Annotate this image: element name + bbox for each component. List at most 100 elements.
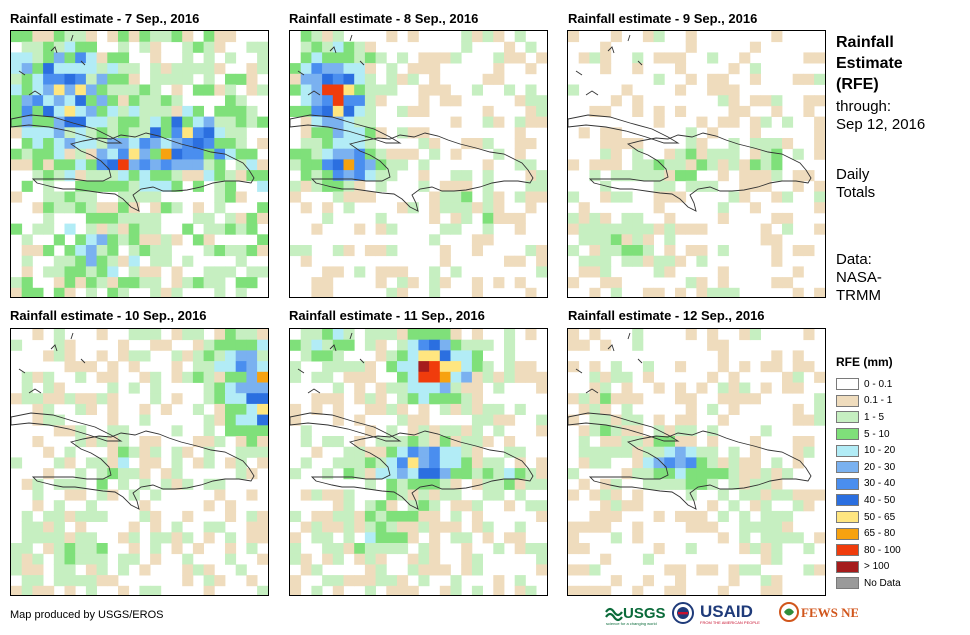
rainfall-cell [203,234,215,246]
rainfall-cell [354,457,366,469]
rainfall-cell [107,425,119,437]
rainfall-cell [214,277,226,289]
rainfall-cell [235,212,247,224]
rainfall-cell [386,543,398,555]
rainfall-cell [343,575,355,587]
rainfall-cell [322,361,334,373]
rainfall-cell [53,329,65,341]
rainfall-cell [386,425,398,437]
rainfall-cell [85,287,97,297]
rainfall-cell [685,521,697,533]
rainfall-cell [64,138,76,150]
rainfall-cell [75,521,87,533]
rainfall-cell [386,521,398,533]
rainfall-cell [225,84,237,96]
rainfall-cell [96,84,108,96]
rainfall-cell [53,277,65,289]
rainfall-cell [128,361,140,373]
rainfall-cell [610,245,622,257]
rainfall-cell [300,95,312,107]
rainfall-cell [439,393,451,405]
rainfall-cell [728,95,740,107]
rainfall-cell [32,84,44,96]
rainfall-cell [139,350,151,362]
rainfall-cell [203,425,215,437]
rainfall-cell [407,31,419,43]
rainfall-cell [75,84,87,96]
rainfall-cell [235,425,247,437]
rainfall-cell [53,414,65,426]
rainfall-cell [118,63,130,75]
rainfall-cell [450,425,462,437]
rainfall-cell [610,159,622,171]
rainfall-cell [96,245,108,257]
rainfall-cell [578,436,590,448]
rainfall-cell [482,223,494,235]
rainfall-cell [792,245,804,257]
rainfall-cell [739,329,751,341]
rainfall-cell [354,95,366,107]
rainfall-cell [397,277,409,289]
cuba-coastline [568,412,680,442]
rainfall-cell [375,52,387,64]
rainfall-cell [43,510,55,522]
rainfall-cell [642,245,654,257]
legend-swatch [836,461,859,474]
rainfall-cell [610,170,622,182]
rainfall-cell [407,361,419,373]
rainfall-cell [707,468,719,480]
rainfall-cell [814,202,825,214]
rainfall-cell [675,436,687,448]
rainfall-cell [482,105,494,117]
rainfall-cell [504,532,516,544]
rainfall-cell [450,170,462,182]
rainfall-cell [21,41,33,53]
rainfall-cell [375,245,387,257]
rainfall-cell [364,105,376,117]
rainfall-cell [257,414,268,426]
rainfall-cell [760,575,772,587]
rainfall-cell [96,510,108,522]
rainfall-cell [214,191,226,203]
rainfall-cell [214,31,226,43]
rainfall-cell [717,532,729,544]
rainfall-cell [589,414,601,426]
rainfall-cell [814,95,825,107]
rainfall-cell [504,371,516,383]
rainfall-cell [96,575,108,587]
rainfall-cell [85,116,97,128]
rainfall-map-sep11 [290,329,547,595]
rainfall-cell [707,84,719,96]
rainfall-cell [214,478,226,490]
rainfall-cell [450,371,462,383]
rainfall-cell [461,564,473,576]
rainfall-cell [139,105,151,117]
rainfall-cell [568,393,580,405]
rainfall-cell [696,468,708,480]
rainfall-cell [429,468,441,480]
rainfall-cell [450,148,462,160]
rainfall-cell [771,234,783,246]
rainfall-cell [332,116,344,128]
rainfall-cell [760,116,772,128]
legend-item: 0.1 - 1 [836,393,901,410]
rainfall-cell [53,31,65,43]
rainfall-cell [257,553,268,565]
rainfall-cell [568,329,580,341]
rainfall-cell [128,63,140,75]
rainfall-cell [214,41,226,53]
legend: 0 - 0.1 0.1 - 1 1 - 5 5 - 10 10 - 20 20 … [836,376,901,592]
rainfall-cell [418,489,430,501]
rainfall-cell [610,371,622,383]
rainfall-cell [139,468,151,480]
rainfall-cell [322,350,334,362]
rainfall-cell [150,255,162,267]
rainfall-cell [182,553,194,565]
rainfall-cell [192,180,204,192]
rainfall-cell [803,245,815,257]
rainfall-cell [386,468,398,480]
rainfall-cell [536,553,547,565]
rainfall-cell [43,138,55,150]
rainfall-cell [461,339,473,351]
rainfall-cell [589,329,601,341]
